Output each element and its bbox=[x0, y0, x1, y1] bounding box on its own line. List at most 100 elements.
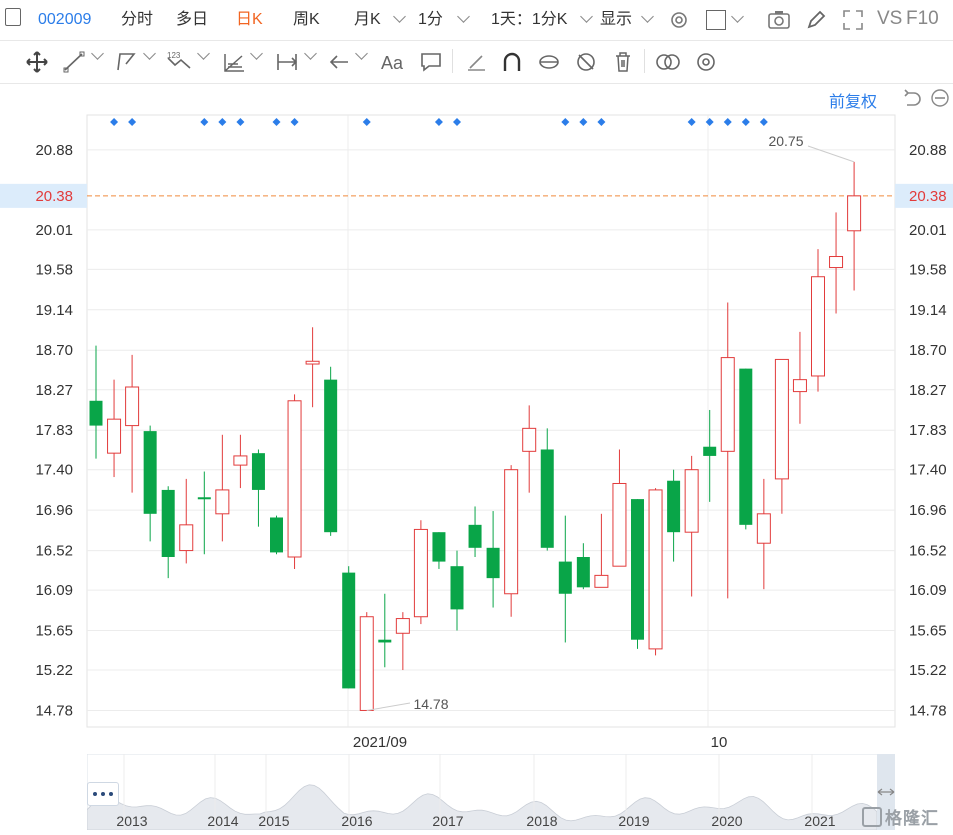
pencil-icon[interactable] bbox=[805, 9, 827, 31]
candle-body-up bbox=[684, 469, 699, 533]
y-tick-label-left: 17.83 bbox=[35, 422, 73, 439]
y-tick-label-left: 20.01 bbox=[35, 222, 73, 239]
candle-body-up bbox=[594, 574, 609, 588]
trash-icon[interactable] bbox=[612, 50, 634, 74]
event-marker bbox=[236, 118, 245, 126]
f10-button[interactable]: F10 bbox=[906, 8, 939, 29]
settings-gear-icon[interactable] bbox=[668, 9, 690, 31]
plot-frame bbox=[86, 114, 896, 728]
candle-body-down bbox=[251, 453, 265, 490]
overview-year-label: 2016 bbox=[341, 813, 372, 829]
measure-tool-icon[interactable] bbox=[275, 50, 299, 74]
y-tick-label-left: 18.27 bbox=[35, 382, 73, 399]
line-tool-icon[interactable] bbox=[62, 50, 86, 74]
tab-monthly-k[interactable]: 月K bbox=[354, 11, 381, 28]
resize-handle-icon[interactable] bbox=[877, 786, 895, 798]
overview-navigator[interactable]: 2013 2014 2015 2016 2017 2018 2019 2020 2021 bbox=[86, 753, 896, 831]
candle-body-down bbox=[450, 566, 464, 610]
y-tick-label-left: 14.78 bbox=[35, 702, 73, 719]
y-tick-label-left: 16.09 bbox=[35, 582, 73, 599]
ruler-icon[interactable] bbox=[465, 50, 487, 74]
candle-body-up bbox=[305, 360, 320, 365]
tab-minute[interactable]: 1分 bbox=[418, 11, 443, 28]
y-tick-label-right: 14.78 bbox=[909, 702, 947, 719]
channel-tool-icon[interactable] bbox=[114, 50, 138, 74]
camera-icon[interactable] bbox=[767, 9, 791, 31]
y-tick-label-right: 18.27 bbox=[909, 382, 947, 399]
overview-year-label: 2021 bbox=[804, 813, 835, 829]
y-tick-label-left: 15.22 bbox=[35, 662, 73, 679]
move-icon[interactable] bbox=[25, 50, 49, 74]
adjustment-mode-link[interactable]: 前复权 bbox=[829, 94, 878, 111]
top-bar: 002009 分时 多日 日K 周K 月K 1分 1天：1分K 显示 VS F1… bbox=[0, 0, 953, 40]
y-tick-label-left: 16.96 bbox=[35, 502, 73, 519]
stock-code[interactable]: 002009 bbox=[38, 11, 92, 28]
candle-body-down bbox=[540, 449, 554, 548]
candle-body-up bbox=[522, 427, 537, 452]
candle-body-down bbox=[161, 489, 175, 557]
low-annotation-label: 14.78 bbox=[413, 696, 448, 712]
display-select[interactable]: 显示 bbox=[600, 11, 633, 28]
overview-year-label: 2018 bbox=[526, 813, 557, 829]
tab-multi-day[interactable]: 多日 bbox=[176, 11, 209, 28]
more-button[interactable] bbox=[87, 782, 119, 806]
candle-body-down bbox=[486, 547, 500, 579]
text-tool-icon[interactable]: Aa bbox=[380, 50, 406, 74]
vs-button[interactable]: VS bbox=[877, 8, 903, 29]
lock-toggle-icon[interactable] bbox=[537, 50, 561, 74]
y-tick-label-left: 19.58 bbox=[35, 261, 73, 278]
square-icon[interactable] bbox=[706, 10, 726, 30]
current-price-tag-right bbox=[895, 183, 953, 208]
candle-body-up bbox=[792, 379, 807, 393]
event-marker bbox=[705, 118, 714, 126]
event-marker bbox=[759, 118, 768, 126]
arrow-tool-icon[interactable] bbox=[328, 50, 352, 74]
low-annotation-line bbox=[366, 702, 411, 711]
y-tick-label-right: 16.09 bbox=[909, 582, 947, 599]
y-tick-label-left: 15.65 bbox=[35, 623, 73, 640]
candle-body-up bbox=[233, 455, 248, 466]
candle-body-up bbox=[612, 482, 627, 567]
undo-icon[interactable] bbox=[902, 88, 922, 108]
candle-body-down bbox=[468, 524, 482, 548]
candle-body-down bbox=[667, 480, 681, 533]
tab-weekly-k[interactable]: 周K bbox=[293, 11, 320, 28]
event-marker bbox=[200, 118, 209, 126]
y-tick-label-right: 15.65 bbox=[909, 623, 947, 640]
y-tick-label-right: 16.52 bbox=[909, 543, 947, 560]
y-tick-label-right: 19.14 bbox=[909, 302, 947, 319]
fullscreen-icon[interactable] bbox=[842, 9, 864, 31]
toolbar-settings-icon[interactable] bbox=[694, 50, 718, 74]
zoom-out-icon[interactable] bbox=[930, 88, 950, 108]
overview-year-label: 2015 bbox=[258, 813, 289, 829]
event-marker bbox=[741, 118, 750, 126]
event-marker bbox=[110, 118, 119, 126]
candle-body-up bbox=[215, 489, 230, 515]
hide-icon[interactable] bbox=[574, 50, 598, 74]
y-tick-label-left: 19.14 bbox=[35, 302, 73, 319]
y-tick-label-right: 16.96 bbox=[909, 502, 947, 519]
current-price-label-left: 20.38 bbox=[35, 188, 73, 205]
comment-icon[interactable] bbox=[419, 50, 443, 74]
event-marker bbox=[218, 118, 227, 126]
y-tick-label-left: 17.40 bbox=[35, 462, 73, 479]
event-marker bbox=[723, 118, 732, 126]
candle-body-down bbox=[89, 400, 103, 426]
candle-body-down bbox=[197, 497, 211, 500]
overview-year-label: 2019 bbox=[618, 813, 649, 829]
y-tick-label-left: 18.70 bbox=[35, 342, 73, 359]
candle-body-up bbox=[395, 618, 410, 634]
candle-body-down bbox=[143, 431, 157, 514]
panel-toggle-icon[interactable] bbox=[5, 8, 21, 26]
magnet-icon[interactable] bbox=[500, 50, 524, 74]
fibonacci-tool-icon[interactable] bbox=[222, 50, 246, 74]
event-marker bbox=[579, 118, 588, 126]
period-select[interactable]: 1天：1分K bbox=[491, 11, 568, 28]
tab-intraday[interactable]: 分时 bbox=[121, 11, 154, 28]
wave-tool-icon[interactable]: 123 bbox=[166, 50, 192, 74]
x-tick-label: 2021/09 bbox=[353, 734, 407, 751]
tab-daily-k[interactable]: 日K bbox=[236, 11, 263, 28]
candle-body-up bbox=[413, 528, 428, 618]
compare-icon[interactable] bbox=[655, 50, 681, 74]
